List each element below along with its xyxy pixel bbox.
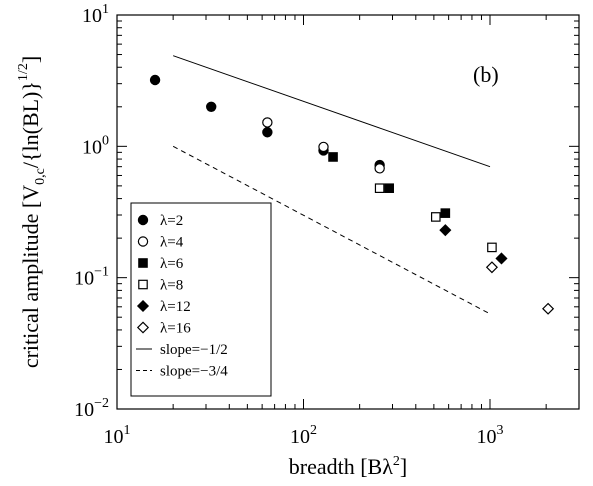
legend-marker-6 <box>136 321 150 334</box>
y-axis-label-main: critical amplitude [V <box>18 185 43 368</box>
y-tick-label-base: 10 <box>82 136 102 158</box>
x-tick-label: 102 <box>290 423 317 448</box>
y-tick-label-exp: −2 <box>94 396 109 411</box>
plot-frame <box>116 14 580 410</box>
x-axis-label: breadth [Bλ2] <box>289 454 407 479</box>
data-point-s6-p1 <box>485 261 498 274</box>
data-point-s5-p1 <box>439 224 452 237</box>
y-tick-label: 10−1 <box>74 265 109 290</box>
legend-label-2: λ=4 <box>160 235 184 251</box>
x-tick-label: 101 <box>104 423 131 448</box>
y-axis-label-mid: /{ln(BL)} <box>18 81 43 168</box>
y-tick-label-exp: 0 <box>102 133 109 148</box>
y-axis-label: critical amplitude [V0,c/{ln(BL)}1/2] <box>16 56 48 368</box>
data-point-s1-p3 <box>262 127 273 138</box>
y-tick-label: 101 <box>82 2 109 27</box>
legend-items: λ=2 λ=4 λ=6 λ=8 λ=12 λ=16 slope=−1/2 slope=−3/4 <box>136 213 228 380</box>
data-point-s3-p3 <box>440 208 451 218</box>
y-tick-label: 10−2 <box>74 396 109 421</box>
legend-marker-2 <box>137 236 149 247</box>
data-point-s4-p2 <box>430 212 441 222</box>
data-point-s1-p1 <box>149 74 161 86</box>
x-tick-label: 103 <box>477 423 504 448</box>
axis-ticks <box>116 14 580 410</box>
data-point-s3-p1 <box>328 152 338 162</box>
x-axis-label-main: breadth [Bλ <box>289 454 393 479</box>
y-tick-label-exp: 1 <box>102 2 109 17</box>
data-points <box>149 74 555 315</box>
panel-label: (b) <box>473 62 499 87</box>
data-point-s2-p2 <box>318 141 329 153</box>
x-tick-label-exp: 1 <box>124 423 131 438</box>
data-point-s3-p2 <box>384 183 394 193</box>
legend-label-6: λ=16 <box>160 321 191 337</box>
data-point-s4-p3 <box>487 242 497 253</box>
x-tick-label-base: 10 <box>290 426 310 448</box>
data-point-s6-p2 <box>542 302 555 315</box>
y-axis-label-sup: 1/2 <box>16 63 31 81</box>
x-tick-label-base: 10 <box>477 426 497 448</box>
data-point-s4-p1 <box>374 183 385 193</box>
y-tick-label-exp: −1 <box>94 265 109 280</box>
legend-line-label-1: slope=−1/2 <box>160 342 228 358</box>
legend-box <box>130 202 272 397</box>
x-tick-label-base: 10 <box>104 426 124 448</box>
y-tick-label-base: 10 <box>74 268 94 290</box>
legend-marker-4 <box>138 279 148 290</box>
legend-marker-1 <box>137 214 149 226</box>
y-tick-label-base: 10 <box>74 399 94 421</box>
legend-line-label-2: slope=−3/4 <box>160 364 228 380</box>
legend-label-1: λ=2 <box>160 213 183 229</box>
x-axis-label-end: ] <box>400 454 407 479</box>
legend: λ=2 λ=4 λ=6 λ=8 λ=12 λ=16 slope=−1/2 slope=−3/4 <box>130 202 272 397</box>
y-axis-label-sub: 0,c <box>33 168 48 185</box>
x-axis-label-sup: 2 <box>393 454 400 469</box>
data-point-s1-p2 <box>206 101 217 112</box>
data-point-s2-p3 <box>374 163 385 174</box>
data-point-s2-p1 <box>262 117 273 128</box>
legend-marker-3 <box>138 258 148 268</box>
legend-label-3: λ=6 <box>160 256 184 272</box>
reference-line-1 <box>172 55 491 168</box>
y-tick-label: 100 <box>82 133 109 158</box>
legend-marker-5 <box>136 299 150 313</box>
reference-lines <box>172 55 491 315</box>
legend-label-4: λ=8 <box>160 278 183 294</box>
data-point-s5-p2 <box>495 252 508 265</box>
y-tick-label-base: 10 <box>82 5 102 27</box>
x-tick-label-exp: 3 <box>497 423 504 438</box>
reference-line-2 <box>172 145 491 315</box>
x-tick-label-exp: 2 <box>310 423 317 438</box>
y-axis-label-end: ] <box>18 56 43 63</box>
legend-label-5: λ=12 <box>160 299 191 315</box>
